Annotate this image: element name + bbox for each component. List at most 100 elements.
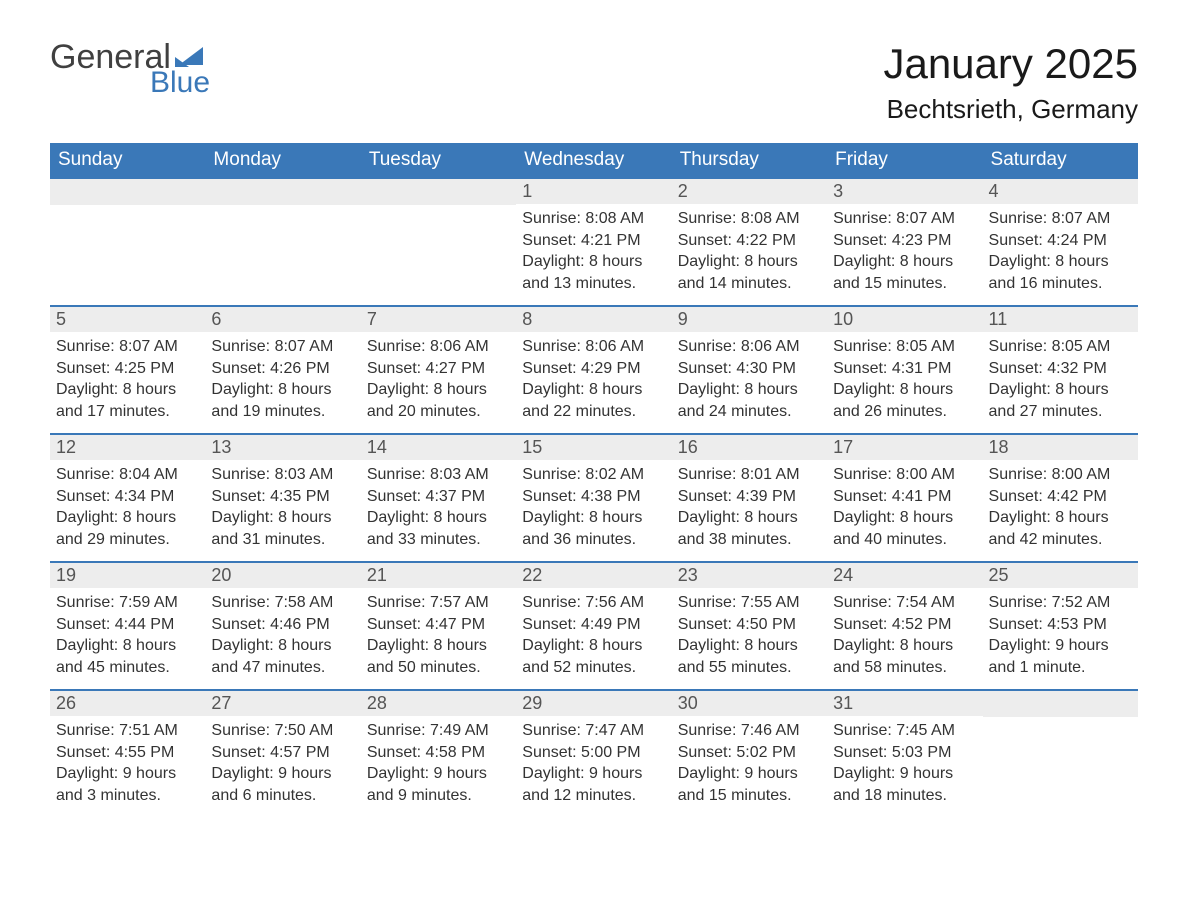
month-title: January 2025 [883, 40, 1138, 88]
day-body: Sunrise: 8:04 AMSunset: 4:34 PMDaylight:… [50, 460, 205, 550]
calendar-week-row: 19Sunrise: 7:59 AMSunset: 4:44 PMDayligh… [50, 562, 1138, 690]
day-body: Sunrise: 8:06 AMSunset: 4:29 PMDaylight:… [516, 332, 671, 422]
day-body: Sunrise: 7:55 AMSunset: 4:50 PMDaylight:… [672, 588, 827, 678]
calendar-day-cell: 23Sunrise: 7:55 AMSunset: 4:50 PMDayligh… [672, 562, 827, 690]
daylight-line: Daylight: 8 hours and 27 minutes. [989, 379, 1132, 422]
day-body: Sunrise: 7:50 AMSunset: 4:57 PMDaylight:… [205, 716, 360, 806]
calendar-week-row: 12Sunrise: 8:04 AMSunset: 4:34 PMDayligh… [50, 434, 1138, 562]
day-number: 7 [361, 307, 516, 332]
daylight-line: Daylight: 8 hours and 50 minutes. [367, 635, 510, 678]
day-number: 29 [516, 691, 671, 716]
calendar-day-cell: 7Sunrise: 8:06 AMSunset: 4:27 PMDaylight… [361, 306, 516, 434]
daylight-line: Daylight: 8 hours and 33 minutes. [367, 507, 510, 550]
sunset-line: Sunset: 4:55 PM [56, 742, 199, 764]
logo: General Blue [50, 40, 210, 98]
weekday-header: Sunday [50, 143, 205, 178]
day-body: Sunrise: 7:56 AMSunset: 4:49 PMDaylight:… [516, 588, 671, 678]
daylight-line: Daylight: 9 hours and 18 minutes. [833, 763, 976, 806]
calendar-table: SundayMondayTuesdayWednesdayThursdayFrid… [50, 143, 1138, 817]
page-header: General Blue January 2025 Bechtsrieth, G… [50, 40, 1138, 125]
day-number: 30 [672, 691, 827, 716]
sunrise-line: Sunrise: 8:07 AM [56, 336, 199, 358]
day-number [361, 179, 516, 205]
day-number [983, 691, 1138, 717]
sunrise-line: Sunrise: 8:07 AM [989, 208, 1132, 230]
day-number [50, 179, 205, 205]
daylight-line: Daylight: 9 hours and 12 minutes. [522, 763, 665, 806]
day-body: Sunrise: 7:49 AMSunset: 4:58 PMDaylight:… [361, 716, 516, 806]
sunset-line: Sunset: 4:53 PM [989, 614, 1132, 636]
day-body: Sunrise: 8:00 AMSunset: 4:41 PMDaylight:… [827, 460, 982, 550]
daylight-line: Daylight: 8 hours and 13 minutes. [522, 251, 665, 294]
sunrise-line: Sunrise: 8:02 AM [522, 464, 665, 486]
calendar-day-cell: 19Sunrise: 7:59 AMSunset: 4:44 PMDayligh… [50, 562, 205, 690]
calendar-day-cell [983, 690, 1138, 817]
day-body: Sunrise: 8:06 AMSunset: 4:27 PMDaylight:… [361, 332, 516, 422]
calendar-day-cell: 27Sunrise: 7:50 AMSunset: 4:57 PMDayligh… [205, 690, 360, 817]
day-number: 10 [827, 307, 982, 332]
flag-icon [175, 47, 203, 67]
day-number: 15 [516, 435, 671, 460]
calendar-day-cell [361, 178, 516, 306]
daylight-line: Daylight: 8 hours and 47 minutes. [211, 635, 354, 678]
day-body: Sunrise: 8:08 AMSunset: 4:22 PMDaylight:… [672, 204, 827, 294]
daylight-line: Daylight: 8 hours and 22 minutes. [522, 379, 665, 422]
sunset-line: Sunset: 4:41 PM [833, 486, 976, 508]
weekday-header: Tuesday [361, 143, 516, 178]
day-body: Sunrise: 8:05 AMSunset: 4:31 PMDaylight:… [827, 332, 982, 422]
day-number: 27 [205, 691, 360, 716]
logo-text-blue: Blue [150, 68, 210, 98]
weekday-header: Saturday [983, 143, 1138, 178]
sunset-line: Sunset: 4:49 PM [522, 614, 665, 636]
calendar-day-cell: 13Sunrise: 8:03 AMSunset: 4:35 PMDayligh… [205, 434, 360, 562]
calendar-day-cell: 3Sunrise: 8:07 AMSunset: 4:23 PMDaylight… [827, 178, 982, 306]
daylight-line: Daylight: 8 hours and 16 minutes. [989, 251, 1132, 294]
daylight-line: Daylight: 8 hours and 31 minutes. [211, 507, 354, 550]
day-number: 5 [50, 307, 205, 332]
day-number: 13 [205, 435, 360, 460]
sunrise-line: Sunrise: 7:57 AM [367, 592, 510, 614]
daylight-line: Daylight: 8 hours and 19 minutes. [211, 379, 354, 422]
day-body: Sunrise: 7:46 AMSunset: 5:02 PMDaylight:… [672, 716, 827, 806]
sunrise-line: Sunrise: 8:06 AM [367, 336, 510, 358]
sunset-line: Sunset: 4:23 PM [833, 230, 976, 252]
daylight-line: Daylight: 8 hours and 24 minutes. [678, 379, 821, 422]
day-body: Sunrise: 7:59 AMSunset: 4:44 PMDaylight:… [50, 588, 205, 678]
calendar-day-cell: 29Sunrise: 7:47 AMSunset: 5:00 PMDayligh… [516, 690, 671, 817]
day-number: 1 [516, 179, 671, 204]
sunset-line: Sunset: 4:38 PM [522, 486, 665, 508]
sunset-line: Sunset: 4:37 PM [367, 486, 510, 508]
weekday-header: Thursday [672, 143, 827, 178]
calendar-day-cell [205, 178, 360, 306]
sunrise-line: Sunrise: 8:03 AM [367, 464, 510, 486]
weekday-header: Wednesday [516, 143, 671, 178]
day-number: 18 [983, 435, 1138, 460]
day-number: 21 [361, 563, 516, 588]
day-number: 8 [516, 307, 671, 332]
day-number: 28 [361, 691, 516, 716]
day-number: 11 [983, 307, 1138, 332]
day-number: 23 [672, 563, 827, 588]
calendar-day-cell: 1Sunrise: 8:08 AMSunset: 4:21 PMDaylight… [516, 178, 671, 306]
sunset-line: Sunset: 4:52 PM [833, 614, 976, 636]
location-subtitle: Bechtsrieth, Germany [883, 94, 1138, 125]
daylight-line: Daylight: 9 hours and 15 minutes. [678, 763, 821, 806]
sunset-line: Sunset: 4:42 PM [989, 486, 1132, 508]
day-body [50, 205, 205, 289]
sunrise-line: Sunrise: 7:47 AM [522, 720, 665, 742]
day-body: Sunrise: 8:03 AMSunset: 4:35 PMDaylight:… [205, 460, 360, 550]
calendar-day-cell: 20Sunrise: 7:58 AMSunset: 4:46 PMDayligh… [205, 562, 360, 690]
sunset-line: Sunset: 4:31 PM [833, 358, 976, 380]
sunset-line: Sunset: 4:21 PM [522, 230, 665, 252]
sunset-line: Sunset: 4:39 PM [678, 486, 821, 508]
day-number: 3 [827, 179, 982, 204]
day-body: Sunrise: 8:07 AMSunset: 4:24 PMDaylight:… [983, 204, 1138, 294]
calendar-day-cell: 31Sunrise: 7:45 AMSunset: 5:03 PMDayligh… [827, 690, 982, 817]
daylight-line: Daylight: 8 hours and 45 minutes. [56, 635, 199, 678]
day-body: Sunrise: 7:54 AMSunset: 4:52 PMDaylight:… [827, 588, 982, 678]
calendar-day-cell: 30Sunrise: 7:46 AMSunset: 5:02 PMDayligh… [672, 690, 827, 817]
sunrise-line: Sunrise: 7:54 AM [833, 592, 976, 614]
sunrise-line: Sunrise: 8:08 AM [678, 208, 821, 230]
calendar-day-cell: 11Sunrise: 8:05 AMSunset: 4:32 PMDayligh… [983, 306, 1138, 434]
calendar-day-cell: 25Sunrise: 7:52 AMSunset: 4:53 PMDayligh… [983, 562, 1138, 690]
